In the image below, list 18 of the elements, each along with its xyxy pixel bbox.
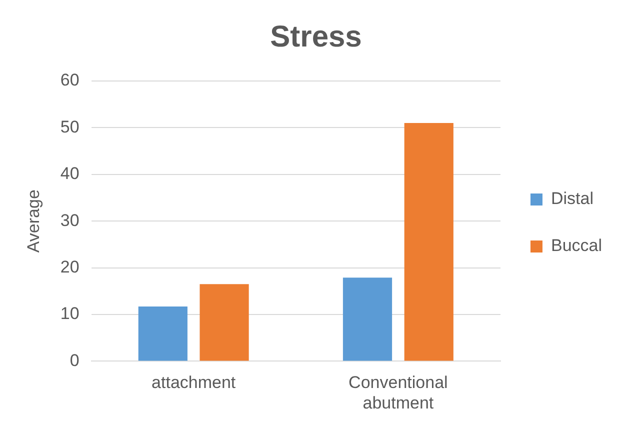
bar [138, 306, 188, 361]
category-label: Conventional [348, 373, 448, 392]
y-tick-label: 10 [60, 304, 80, 324]
y-tick-label: 60 [60, 70, 80, 90]
y-tick-label: 50 [60, 117, 80, 136]
y-axis-title: Average [24, 190, 43, 253]
category-label: abutment [362, 393, 434, 412]
chart-title: Stress [270, 20, 362, 54]
legend-label: Buccal [550, 236, 602, 256]
category-label: attachment [152, 373, 236, 392]
y-tick-label: 40 [60, 164, 80, 184]
y-tick-label: 20 [60, 257, 80, 276]
bar [200, 284, 249, 361]
y-tick-label: 0 [70, 350, 80, 370]
bar [342, 278, 392, 361]
bar [404, 123, 454, 361]
y-tick-label: 30 [60, 210, 80, 230]
legend-label: Distal [550, 189, 594, 208]
